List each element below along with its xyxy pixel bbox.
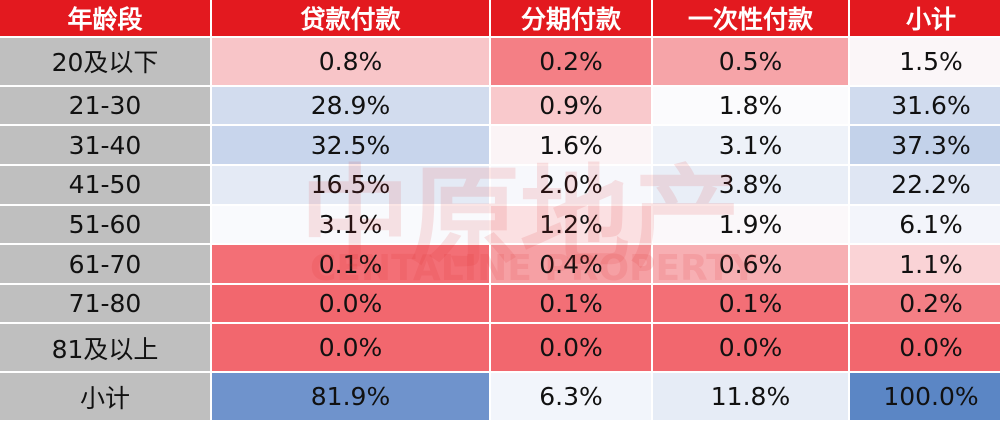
- value-cell: 0.4%: [491, 245, 651, 283]
- age-cell: 20及以下: [0, 38, 210, 85]
- value-cell: 0.0%: [491, 324, 651, 372]
- age-cell: 41-50: [0, 165, 210, 204]
- value-cell: 11.8%: [653, 373, 848, 420]
- table-row: 31-40 32.5% 1.6% 3.1% 37.3%: [0, 126, 1000, 164]
- value-cell: 3.1%: [212, 205, 489, 244]
- value-cell: 0.1%: [491, 284, 651, 323]
- value-cell: 0.0%: [653, 324, 848, 372]
- value-cell: 100.0%: [850, 373, 1000, 420]
- age-cell: 81及以上: [0, 324, 210, 372]
- value-cell: 6.3%: [491, 373, 651, 420]
- value-cell: 37.3%: [850, 126, 1000, 164]
- value-cell: 1.2%: [491, 205, 651, 244]
- age-cell: 61-70: [0, 245, 210, 283]
- header-cell: 一次性付款: [653, 0, 848, 36]
- value-cell: 16.5%: [212, 165, 489, 204]
- age-cell: 21-30: [0, 86, 210, 125]
- value-cell: 1.9%: [653, 205, 848, 244]
- value-cell: 0.1%: [212, 245, 489, 283]
- value-cell: 0.0%: [212, 284, 489, 323]
- value-cell: 3.8%: [653, 165, 848, 204]
- header-cell: 年龄段: [0, 0, 210, 36]
- header-cell: 小计: [850, 0, 1000, 36]
- age-cell: 71-80: [0, 284, 210, 323]
- value-cell: 31.6%: [850, 86, 1000, 125]
- header-row: 年龄段 贷款付款 分期付款 一次性付款 小计: [0, 0, 1000, 36]
- value-cell: 0.2%: [850, 284, 1000, 323]
- table-row: 81及以上 0.0% 0.0% 0.0% 0.0%: [0, 324, 1000, 372]
- value-cell: 81.9%: [212, 373, 489, 420]
- value-cell: 0.6%: [653, 245, 848, 283]
- table-row: 41-50 16.5% 2.0% 3.8% 22.2%: [0, 165, 1000, 204]
- table-row: 71-80 0.0% 0.1% 0.1% 0.2%: [0, 284, 1000, 323]
- value-cell: 0.0%: [850, 324, 1000, 372]
- table-row: 51-60 3.1% 1.2% 1.9% 6.1%: [0, 205, 1000, 244]
- value-cell: 6.1%: [850, 205, 1000, 244]
- header-cell: 分期付款: [491, 0, 651, 36]
- table-row: 小计 81.9% 6.3% 11.8% 100.0%: [0, 373, 1000, 420]
- value-cell: 22.2%: [850, 165, 1000, 204]
- value-cell: 0.1%: [653, 284, 848, 323]
- value-cell: 0.8%: [212, 38, 489, 85]
- value-cell: 3.1%: [653, 126, 848, 164]
- value-cell: 1.1%: [850, 245, 1000, 283]
- value-cell: 28.9%: [212, 86, 489, 125]
- value-cell: 0.9%: [491, 86, 651, 125]
- table-row: 21-30 28.9% 0.9% 1.8% 31.6%: [0, 86, 1000, 125]
- age-cell: 31-40: [0, 126, 210, 164]
- value-cell: 0.2%: [491, 38, 651, 85]
- value-cell: 1.5%: [850, 38, 1000, 85]
- value-cell: 0.0%: [212, 324, 489, 372]
- table-row: 61-70 0.1% 0.4% 0.6% 1.1%: [0, 245, 1000, 283]
- age-cell: 小计: [0, 373, 210, 420]
- value-cell: 1.6%: [491, 126, 651, 164]
- value-cell: 0.5%: [653, 38, 848, 85]
- table-row: 20及以下 0.8% 0.2% 0.5% 1.5%: [0, 38, 1000, 85]
- value-cell: 2.0%: [491, 165, 651, 204]
- header-cell: 贷款付款: [212, 0, 489, 36]
- value-cell: 1.8%: [653, 86, 848, 125]
- value-cell: 32.5%: [212, 126, 489, 164]
- age-cell: 51-60: [0, 205, 210, 244]
